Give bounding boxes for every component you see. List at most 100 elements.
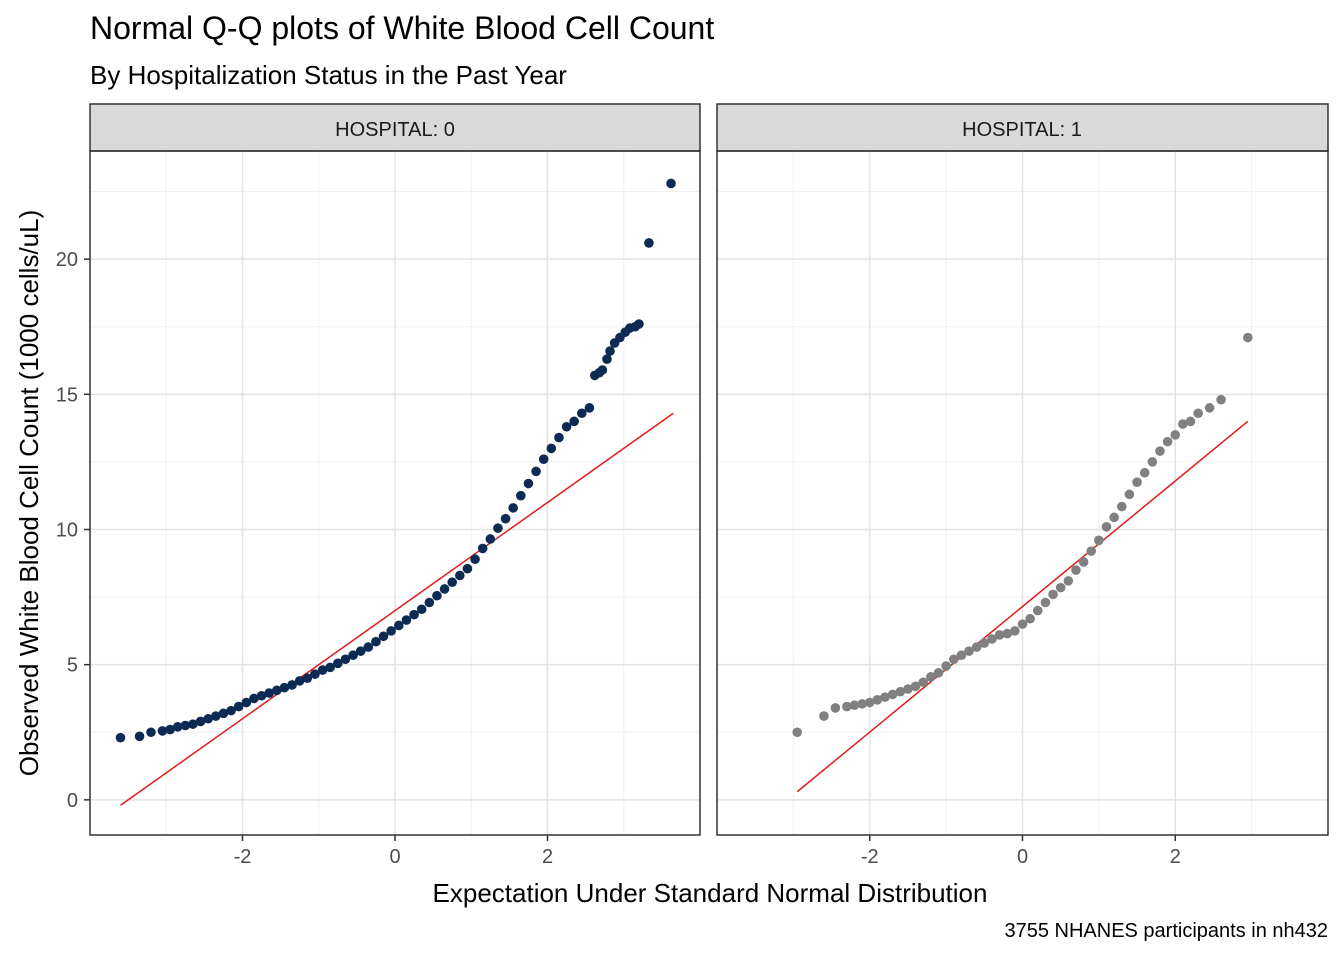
- data-point: [233, 701, 244, 712]
- data-point: [371, 636, 381, 647]
- data-point: [165, 724, 175, 735]
- data-point: [386, 626, 396, 636]
- data-point: [378, 631, 389, 642]
- data-point: [211, 711, 221, 721]
- data-point: [256, 690, 267, 701]
- data-point: [872, 695, 883, 705]
- data-point: [644, 238, 654, 248]
- data-point: [477, 543, 488, 554]
- chart-subtitle: By Hospitalization Status in the Past Ye…: [90, 60, 567, 90]
- points-group-0: [115, 178, 676, 743]
- data-point: [1025, 613, 1035, 624]
- data-point: [1155, 446, 1165, 456]
- data-point: [470, 554, 480, 565]
- data-point: [531, 466, 541, 477]
- data-point: [1216, 394, 1226, 405]
- qq-reference-line: [796, 420, 1249, 793]
- data-point: [1178, 419, 1188, 429]
- data-point: [933, 667, 944, 678]
- data-point: [146, 727, 156, 738]
- data-point: [416, 604, 427, 615]
- data-point: [1185, 416, 1196, 427]
- data-point: [857, 699, 867, 709]
- data-point: [830, 703, 841, 713]
- y-ticks: 0 5 10 15 20: [56, 249, 90, 812]
- data-point: [1086, 546, 1097, 556]
- data-point: [597, 365, 608, 375]
- panel-strip-label-0: HOSPITAL: 0: [335, 119, 455, 141]
- data-point: [956, 650, 967, 661]
- data-point: [910, 681, 921, 692]
- data-point: [272, 685, 282, 696]
- data-point: [979, 638, 990, 648]
- data-point: [340, 654, 351, 665]
- qq-line-group-0: [120, 412, 674, 806]
- data-point: [180, 720, 191, 731]
- data-point: [363, 642, 374, 652]
- data-point: [439, 584, 450, 594]
- data-point: [325, 662, 335, 673]
- points-group-1: [792, 332, 1253, 738]
- y-tick-label: 10: [56, 519, 78, 541]
- data-point: [1204, 403, 1215, 413]
- data-point: [792, 727, 802, 738]
- data-point: [241, 697, 252, 708]
- data-point: [523, 478, 534, 489]
- data-point: [1040, 597, 1051, 608]
- data-point: [634, 319, 644, 329]
- data-point: [546, 443, 557, 454]
- data-point: [462, 563, 473, 574]
- data-point: [294, 676, 305, 686]
- data-point: [432, 590, 442, 601]
- data-point: [1243, 332, 1253, 343]
- data-point: [279, 682, 290, 693]
- data-point: [1101, 521, 1112, 532]
- data-point: [249, 693, 259, 704]
- data-point: [1071, 565, 1081, 575]
- data-point: [302, 673, 313, 683]
- data-point: [880, 692, 890, 702]
- data-point: [538, 454, 549, 465]
- data-point: [569, 416, 579, 427]
- panel-strip-label-1: HOSPITAL: 1: [962, 119, 1082, 141]
- data-point: [394, 620, 404, 631]
- data-point: [264, 688, 274, 698]
- data-point: [1170, 430, 1181, 440]
- data-point: [516, 490, 526, 501]
- data-point: [1078, 557, 1089, 567]
- data-point: [1032, 605, 1043, 616]
- data-point: [355, 646, 366, 656]
- data-point: [941, 661, 951, 671]
- panel-hospital-1: HOSPITAL: 1 -2 0 2: [716, 103, 1329, 868]
- x-ticks-0: -2 0 2: [234, 835, 553, 868]
- data-point: [317, 665, 328, 675]
- data-point: [447, 577, 457, 588]
- data-point: [554, 432, 564, 443]
- data-point: [508, 503, 518, 513]
- x-tick-label: 0: [1017, 846, 1028, 868]
- data-point: [864, 697, 875, 708]
- data-point: [666, 178, 676, 189]
- y-axis-title: Observed White Blood Cell Count (1000 ce…: [14, 210, 44, 777]
- data-point: [1002, 628, 1013, 639]
- data-point: [1132, 477, 1142, 487]
- data-point: [455, 570, 465, 581]
- data-point: [1094, 535, 1104, 546]
- grid-1: [717, 151, 1328, 835]
- data-point: [172, 722, 183, 732]
- x-tick-label: 2: [1170, 846, 1181, 868]
- chart-title: Normal Q-Q plots of White Blood Cell Cou…: [90, 10, 715, 46]
- data-point: [1055, 582, 1066, 593]
- x-axis-title: Expectation Under Standard Normal Distri…: [433, 878, 988, 908]
- data-point: [1147, 457, 1158, 467]
- data-point: [987, 634, 997, 644]
- data-point: [485, 534, 496, 544]
- qq-reference-line: [120, 412, 674, 806]
- data-point: [887, 689, 898, 700]
- x-tick-label: 0: [389, 846, 400, 868]
- data-point: [602, 354, 612, 364]
- data-point: [1109, 512, 1119, 523]
- chart-caption: 3755 NHANES participants in nh432: [1004, 920, 1328, 942]
- data-point: [188, 719, 198, 729]
